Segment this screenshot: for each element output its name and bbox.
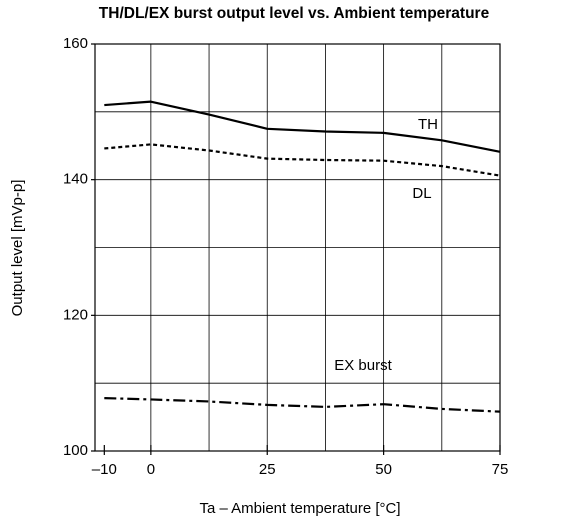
y-tick-label: 120 bbox=[63, 306, 88, 323]
chart-title: TH/DL/EX burst output level vs. Ambient … bbox=[99, 5, 490, 22]
series-label: DL bbox=[412, 185, 431, 202]
plot-frame bbox=[94, 43, 501, 452]
series-label: TH bbox=[418, 116, 438, 133]
series-line bbox=[104, 143, 501, 177]
x-tick-label: 25 bbox=[259, 461, 276, 478]
y-tick-label: 100 bbox=[63, 442, 88, 459]
series-line bbox=[104, 396, 501, 413]
y-tick-label: 160 bbox=[63, 35, 88, 52]
x-tick-label: 0 bbox=[147, 461, 155, 478]
x-axis-label: Ta – Ambient temperature [°C] bbox=[199, 500, 400, 517]
series-line bbox=[104, 100, 501, 153]
y-axis-label: Output level [mVp-p] bbox=[9, 180, 26, 317]
y-tick-label: 140 bbox=[63, 171, 88, 188]
x-tick-label: –10 bbox=[92, 461, 117, 478]
series-label: EX burst bbox=[334, 357, 392, 374]
x-tick-label: 75 bbox=[492, 461, 509, 478]
x-tick-label: 50 bbox=[375, 461, 392, 478]
